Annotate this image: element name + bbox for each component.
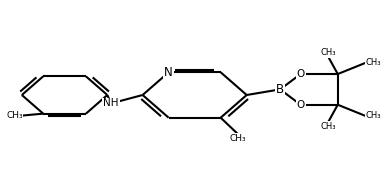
Text: B: B <box>276 83 284 96</box>
Text: CH₃: CH₃ <box>366 112 381 120</box>
Text: O: O <box>296 69 305 79</box>
Text: NH: NH <box>103 98 119 108</box>
Text: CH₃: CH₃ <box>321 48 336 57</box>
Text: CH₃: CH₃ <box>229 134 246 143</box>
Text: O: O <box>296 100 305 110</box>
Text: CH₃: CH₃ <box>321 122 336 131</box>
Text: CH₃: CH₃ <box>366 58 381 67</box>
Text: CH₃: CH₃ <box>6 111 23 120</box>
Text: N: N <box>164 66 173 79</box>
